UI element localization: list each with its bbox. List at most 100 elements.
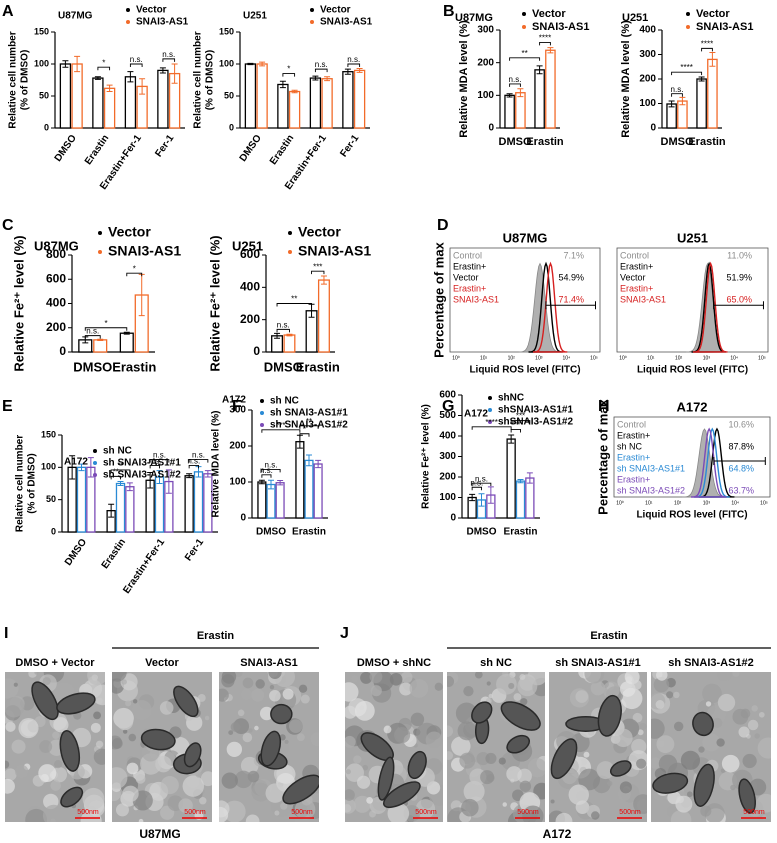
x-tick-label: Erastin bbox=[296, 359, 340, 374]
legend-label: sh NC bbox=[270, 396, 299, 407]
error-bar bbox=[274, 332, 281, 339]
legend-value: 51.9% bbox=[726, 272, 752, 282]
significance-label: n.s. bbox=[671, 85, 684, 94]
error-bar bbox=[344, 68, 351, 75]
error-bar bbox=[204, 470, 211, 478]
bar bbox=[504, 94, 515, 129]
legend-label: sh NC bbox=[617, 441, 643, 451]
error-bar bbox=[62, 60, 69, 68]
texture bbox=[53, 717, 69, 733]
texture bbox=[251, 688, 265, 702]
histogram bbox=[693, 261, 728, 353]
y-axis-label: Relative cell number bbox=[193, 31, 204, 128]
micrograph bbox=[345, 672, 443, 822]
bar bbox=[515, 480, 526, 519]
x-tick-label: 10¹ bbox=[645, 500, 653, 506]
y-tick-label: 0 bbox=[44, 122, 49, 132]
micrograph bbox=[112, 672, 212, 822]
significance-label: n.s. bbox=[315, 60, 328, 69]
error-bar bbox=[106, 84, 113, 93]
y-tick-label: 200 bbox=[46, 320, 66, 334]
texture bbox=[112, 672, 127, 682]
x-tick-label: 10³ bbox=[703, 355, 711, 361]
bar bbox=[93, 339, 108, 353]
significance-bracket bbox=[471, 486, 482, 491]
y-axis-label: (% of DMSO) bbox=[20, 50, 31, 111]
cell-label: U87MG bbox=[139, 827, 180, 841]
error-bar bbox=[156, 470, 163, 484]
y-axis-label: Percentage of max bbox=[431, 241, 446, 357]
error-bar bbox=[127, 71, 134, 83]
error-bar bbox=[679, 96, 686, 106]
texture bbox=[178, 798, 193, 813]
significance-label: * bbox=[104, 319, 107, 328]
bar bbox=[115, 482, 126, 533]
legend-marker bbox=[260, 399, 264, 403]
bar bbox=[76, 466, 87, 533]
error-bar bbox=[268, 479, 274, 490]
texture bbox=[717, 672, 733, 682]
texture bbox=[345, 735, 356, 748]
significance-bracket bbox=[162, 58, 176, 62]
mitochondrion bbox=[282, 774, 319, 805]
micrograph bbox=[549, 672, 647, 822]
texture bbox=[294, 799, 316, 820]
texture bbox=[42, 677, 51, 686]
y-tick-label: 0 bbox=[488, 123, 494, 134]
mitochondrion bbox=[56, 692, 96, 715]
texture bbox=[496, 673, 517, 695]
mitochondrion bbox=[506, 734, 531, 754]
gate-bracket bbox=[545, 301, 596, 310]
texture bbox=[686, 791, 693, 798]
x-tick-label: Erastin+Fer-1 bbox=[121, 537, 167, 596]
significance-bracket bbox=[299, 433, 310, 437]
legend-label: shSNAI3-AS1#1 bbox=[498, 405, 573, 416]
significance-label: n.s. bbox=[475, 474, 488, 483]
texture bbox=[5, 696, 25, 718]
y-tick-label: 400 bbox=[46, 296, 66, 310]
x-tick-label: DMSO bbox=[53, 133, 79, 164]
mitochondrion bbox=[377, 756, 395, 801]
mitochondrion bbox=[693, 763, 715, 807]
texture bbox=[131, 700, 152, 720]
bar bbox=[525, 477, 535, 519]
texture bbox=[34, 672, 39, 675]
texture bbox=[356, 775, 371, 789]
significance-label: n.s. bbox=[187, 457, 200, 466]
texture bbox=[519, 780, 532, 792]
significance-bracket bbox=[347, 63, 361, 67]
y-tick-label: 600 bbox=[439, 390, 456, 401]
texture bbox=[345, 769, 351, 775]
legend-label: SNAI3-AS1 bbox=[108, 243, 181, 259]
chart-title: A172 bbox=[464, 409, 488, 420]
texture bbox=[279, 734, 286, 741]
texture bbox=[204, 715, 210, 721]
texture bbox=[234, 672, 243, 678]
significance-bracket bbox=[261, 468, 281, 473]
texture bbox=[591, 811, 600, 820]
legend-label: Control bbox=[617, 419, 646, 429]
legend-label: sh SNAI3-AS1#2 bbox=[617, 485, 685, 495]
y-tick-label: 100 bbox=[439, 492, 456, 503]
legend-value: 10.6% bbox=[728, 419, 754, 429]
texture bbox=[310, 732, 319, 747]
significance-label: n.s. bbox=[153, 451, 166, 460]
y-axis-label: Relative MDA level (%) bbox=[458, 20, 470, 138]
texture bbox=[451, 736, 471, 756]
texture bbox=[160, 776, 179, 795]
legend-marker bbox=[686, 12, 690, 16]
texture bbox=[345, 682, 359, 702]
bar bbox=[295, 441, 305, 519]
texture bbox=[633, 794, 647, 814]
x-tick-label: Fer-1 bbox=[338, 133, 361, 160]
texture bbox=[463, 780, 485, 802]
x-tick-label: 10² bbox=[508, 355, 516, 361]
x-tick-label: 10¹ bbox=[480, 355, 488, 361]
significance-label: ** bbox=[117, 461, 123, 470]
error-bar bbox=[324, 76, 331, 82]
x-tick-label: 10⁰ bbox=[616, 500, 624, 506]
significance-label: *** bbox=[313, 262, 322, 271]
legend-marker bbox=[98, 250, 102, 254]
histogram bbox=[698, 427, 735, 498]
texture bbox=[300, 694, 310, 704]
